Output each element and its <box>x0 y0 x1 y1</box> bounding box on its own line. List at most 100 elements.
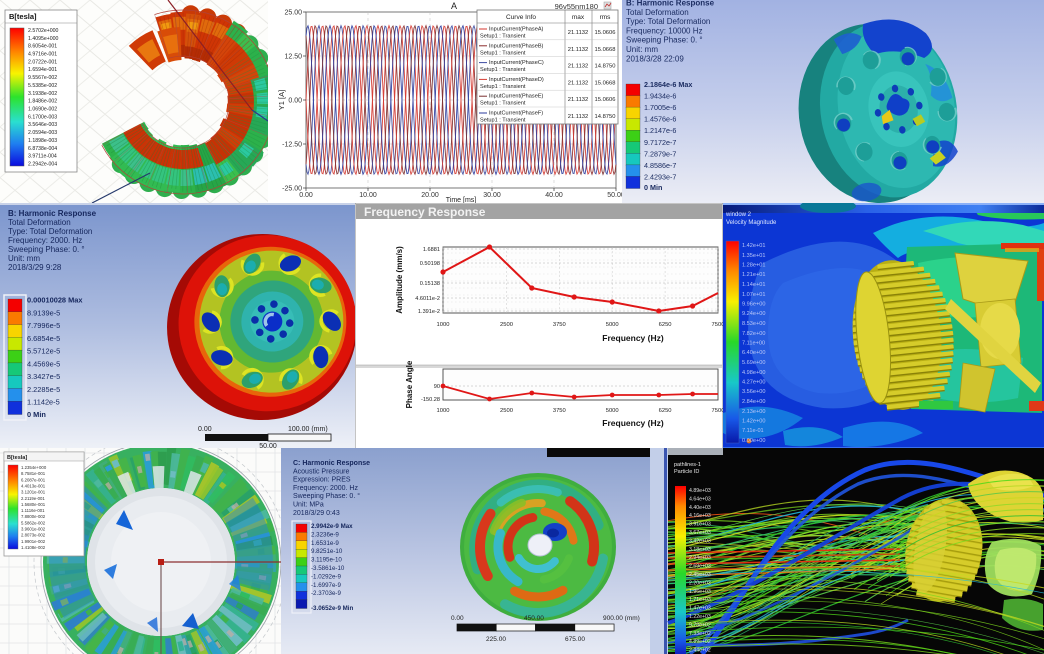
svg-text:1.14e+01: 1.14e+01 <box>742 282 766 288</box>
svg-text:9.96e+00: 9.96e+00 <box>742 302 766 308</box>
svg-text:2.9942e-9 Max: 2.9942e-9 Max <box>311 523 353 530</box>
svg-text:-2.3703e-9: -2.3703e-9 <box>311 590 341 597</box>
svg-text:Frequency (Hz): Frequency (Hz) <box>602 333 664 343</box>
svg-text:InputCurrent(PhaseE): InputCurrent(PhaseE) <box>489 94 544 100</box>
svg-text:7.8800e-002: 7.8800e-002 <box>21 514 46 519</box>
svg-text:1.2354e+000: 1.2354e+000 <box>21 465 47 470</box>
svg-text:0 Min: 0 Min <box>27 410 46 419</box>
svg-text:1.5680e-001: 1.5680e-001 <box>21 502 46 507</box>
svg-text:Sweeping Phase: 0. °: Sweeping Phase: 0. ° <box>293 492 360 500</box>
svg-text:6.8738e-004: 6.8738e-004 <box>28 146 57 152</box>
svg-text:10.00: 10.00 <box>359 192 377 199</box>
svg-text:Frequency Response: Frequency Response <box>364 205 486 219</box>
svg-text:9.78e+02: 9.78e+02 <box>689 622 711 628</box>
svg-text:Unit: MPa: Unit: MPa <box>293 502 324 509</box>
svg-text:3.5646e-003: 3.5646e-003 <box>28 122 57 128</box>
svg-text:1.2147e-6: 1.2147e-6 <box>644 126 676 135</box>
svg-text:1.1142e-5: 1.1142e-5 <box>27 398 60 407</box>
svg-text:3.9711e-004: 3.9711e-004 <box>28 154 57 160</box>
svg-text:20.00: 20.00 <box>421 192 439 199</box>
svg-text:12.50: 12.50 <box>284 54 302 61</box>
svg-text:5000: 5000 <box>606 408 619 414</box>
svg-text:7500: 7500 <box>712 322 723 328</box>
svg-text:25.00: 25.00 <box>284 10 302 17</box>
svg-text:4.98e+00: 4.98e+00 <box>742 370 766 376</box>
svg-text:50.00: 50.00 <box>607 192 624 199</box>
svg-text:4.9716e-001: 4.9716e-001 <box>28 52 57 58</box>
svg-text:1.96e+03: 1.96e+03 <box>689 589 711 595</box>
svg-text:900.00 (mm): 900.00 (mm) <box>603 615 640 622</box>
svg-text:4.27e+00: 4.27e+00 <box>742 380 766 386</box>
svg-text:C: Harmonic Response: C: Harmonic Response <box>293 460 370 467</box>
svg-text:0.00e+00: 0.00e+00 <box>742 438 766 444</box>
svg-text:2500: 2500 <box>500 322 513 328</box>
svg-text:3.1201e-001: 3.1201e-001 <box>21 490 46 495</box>
svg-text:7.11e+00: 7.11e+00 <box>742 341 765 347</box>
svg-text:2.44e+02: 2.44e+02 <box>689 648 711 654</box>
svg-text:50.00: 50.00 <box>259 443 277 448</box>
svg-text:2.69e+03: 2.69e+03 <box>689 564 711 570</box>
svg-text:Type: Total Deformation: Type: Total Deformation <box>8 227 92 236</box>
svg-text:2.3236e-9: 2.3236e-9 <box>311 531 339 538</box>
svg-text:Total Deformation: Total Deformation <box>8 218 71 227</box>
svg-text:7.33e+02: 7.33e+02 <box>689 631 711 637</box>
svg-text:3.42e+03: 3.42e+03 <box>689 538 711 544</box>
svg-text:4.89e+02: 4.89e+02 <box>689 639 711 645</box>
svg-text:15.0668: 15.0668 <box>595 47 616 53</box>
svg-text:5.5385e-002: 5.5385e-002 <box>28 83 57 89</box>
svg-text:Frequency: 2000. Hz: Frequency: 2000. Hz <box>293 485 358 492</box>
svg-text:B[tesla]: B[tesla] <box>7 455 27 461</box>
svg-text:2.94e+03: 2.94e+03 <box>689 555 711 561</box>
svg-text:Time [ms]: Time [ms] <box>446 197 477 203</box>
svg-text:2.5702e+000: 2.5702e+000 <box>28 28 59 34</box>
svg-text:-3.0652e-9 Min: -3.0652e-9 Min <box>311 605 354 612</box>
svg-text:1.9901e-002: 1.9901e-002 <box>21 539 46 544</box>
svg-text:4.6011e-2: 4.6011e-2 <box>415 296 440 302</box>
svg-text:2.1864e-6 Max: 2.1864e-6 Max <box>644 80 692 89</box>
svg-text:3.3427e-5: 3.3427e-5 <box>27 372 60 381</box>
svg-text:21.1132: 21.1132 <box>568 30 589 36</box>
svg-text:6250: 6250 <box>659 322 672 328</box>
svg-text:-3.5861e-10: -3.5861e-10 <box>311 565 345 572</box>
svg-text:7500: 7500 <box>712 408 723 414</box>
svg-text:2.20e+03: 2.20e+03 <box>689 580 711 586</box>
svg-text:1.391e-2: 1.391e-2 <box>418 309 440 315</box>
svg-text:Total Deformation: Total Deformation <box>626 8 689 17</box>
svg-text:2.2119e-001: 2.2119e-001 <box>21 496 45 501</box>
svg-text:2018/3/29 0:43: 2018/3/29 0:43 <box>293 510 340 517</box>
svg-text:8.53e+00: 8.53e+00 <box>742 321 766 327</box>
svg-text:1.42e+00: 1.42e+00 <box>742 419 766 425</box>
svg-text:100.00 (mm): 100.00 (mm) <box>288 426 328 433</box>
svg-text:Sweeping Phase: 0. °: Sweeping Phase: 0. ° <box>8 245 85 254</box>
svg-text:2.4293e-7: 2.4293e-7 <box>644 172 676 181</box>
svg-text:window 2: window 2 <box>725 212 752 218</box>
svg-text:1.6594e-001: 1.6594e-001 <box>28 67 57 73</box>
svg-text:Expression: PRES: Expression: PRES <box>293 477 351 484</box>
svg-text:3.67e+03: 3.67e+03 <box>689 530 711 536</box>
svg-text:4.16e+03: 4.16e+03 <box>689 513 711 519</box>
svg-text:0.50198: 0.50198 <box>420 261 440 267</box>
svg-text:1.28e+01: 1.28e+01 <box>742 263 766 269</box>
svg-text:0.00010028 Max: 0.00010028 Max <box>27 296 83 305</box>
svg-text:6.2087e-001: 6.2087e-001 <box>21 477 46 482</box>
svg-text:pathlines-1: pathlines-1 <box>674 462 701 468</box>
svg-text:3.18e+03: 3.18e+03 <box>689 547 711 553</box>
svg-text:1.1898e-003: 1.1898e-003 <box>28 138 57 144</box>
svg-text:-1.0292e-9: -1.0292e-9 <box>311 573 341 580</box>
svg-text:6.1700e-003: 6.1700e-003 <box>28 114 57 120</box>
svg-text:Sweeping Phase: 0. °: Sweeping Phase: 0. ° <box>626 36 703 45</box>
svg-text:21.1132: 21.1132 <box>568 64 589 70</box>
svg-text:14.8750: 14.8750 <box>595 64 616 70</box>
svg-text:3.1938e-002: 3.1938e-002 <box>28 91 57 97</box>
svg-text:3.91e+03: 3.91e+03 <box>689 522 711 528</box>
svg-text:2.0594e-003: 2.0594e-003 <box>28 130 57 136</box>
svg-text:1.4095e+000: 1.4095e+000 <box>28 36 59 42</box>
svg-text:5.69e+00: 5.69e+00 <box>742 360 766 366</box>
svg-text:4.8586e-7: 4.8586e-7 <box>644 161 676 170</box>
svg-text:2500: 2500 <box>500 408 513 414</box>
svg-text:0.00: 0.00 <box>288 98 302 105</box>
svg-text:21.1132: 21.1132 <box>568 80 589 86</box>
svg-text:InputCurrent(PhaseC): InputCurrent(PhaseC) <box>489 60 544 66</box>
svg-text:2.8073e-002: 2.8073e-002 <box>21 533 46 538</box>
svg-text:-25.00: -25.00 <box>282 186 302 193</box>
